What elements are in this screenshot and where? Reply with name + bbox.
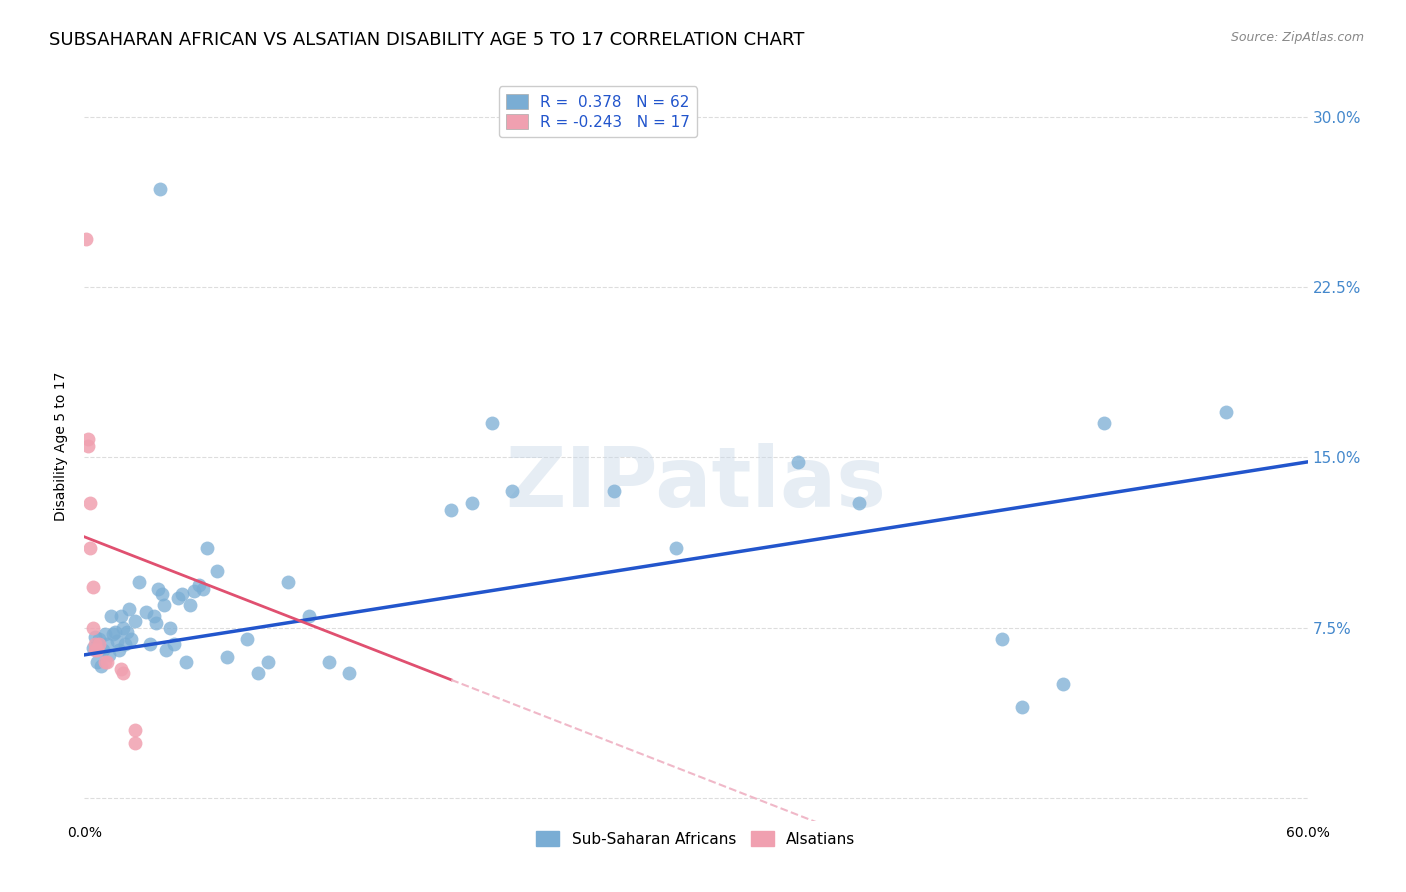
Point [135, 605, 157, 619]
Point [77, 439, 100, 453]
Point [172, 586, 194, 600]
Point [120, 632, 142, 646]
Point [96, 636, 118, 650]
Point [138, 636, 160, 650]
Point [187, 577, 209, 591]
Point [75, 232, 97, 246]
Point [603, 484, 626, 499]
Point [86, 655, 108, 669]
Point [97, 648, 120, 662]
Point [105, 634, 128, 648]
Point [236, 632, 259, 646]
Point [155, 643, 177, 657]
Point [1215, 405, 1237, 419]
Point [100, 609, 122, 624]
Point [163, 636, 186, 650]
Point [142, 609, 165, 624]
Point [124, 736, 146, 750]
Point [991, 632, 1014, 646]
Point [146, 582, 169, 596]
Point [104, 625, 127, 640]
Point [1011, 700, 1033, 714]
Y-axis label: Disability Age 5 to 17: Disability Age 5 to 17 [55, 371, 69, 521]
Point [115, 625, 138, 640]
Point [93, 627, 115, 641]
Point [277, 575, 299, 590]
Point [82, 580, 104, 594]
Point [87, 632, 110, 646]
Point [110, 661, 132, 675]
Point [96, 655, 118, 669]
Point [101, 627, 124, 641]
Text: SUBSAHARAN AFRICAN VS ALSATIAN DISABILITY AGE 5 TO 17 CORRELATION CHART: SUBSAHARAN AFRICAN VS ALSATIAN DISABILIT… [49, 31, 804, 49]
Point [108, 643, 131, 657]
Point [1092, 417, 1115, 431]
Point [79, 496, 101, 510]
Point [318, 655, 340, 669]
Point [339, 666, 361, 681]
Point [86, 643, 108, 657]
Point [183, 584, 205, 599]
Point [461, 496, 484, 510]
Legend: Sub-Saharan Africans, Alsatians: Sub-Saharan Africans, Alsatians [529, 823, 863, 855]
Point [153, 598, 176, 612]
Point [246, 666, 269, 681]
Point [93, 655, 115, 669]
Point [114, 636, 136, 650]
Point [665, 541, 688, 556]
Text: ZIPatlas: ZIPatlas [506, 443, 886, 524]
Point [150, 586, 173, 600]
Point [440, 502, 463, 516]
Point [848, 496, 870, 510]
Point [112, 666, 135, 681]
Point [91, 643, 114, 657]
Point [149, 182, 172, 196]
Point [128, 575, 150, 590]
Point [787, 455, 810, 469]
Point [118, 602, 141, 616]
Point [90, 659, 112, 673]
Point [82, 621, 104, 635]
Point [195, 541, 218, 556]
Point [174, 655, 197, 669]
Point [79, 541, 101, 556]
Point [83, 643, 105, 657]
Point [481, 417, 503, 431]
Text: Source: ZipAtlas.com: Source: ZipAtlas.com [1230, 31, 1364, 45]
Point [83, 636, 105, 650]
Point [124, 723, 146, 737]
Point [1052, 677, 1074, 691]
Point [112, 621, 135, 635]
Point [502, 484, 524, 499]
Point [83, 630, 105, 644]
Point [205, 564, 228, 578]
Point [145, 616, 167, 631]
Point [159, 621, 181, 635]
Point [257, 655, 280, 669]
Point [191, 582, 214, 596]
Point [110, 609, 132, 624]
Point [77, 432, 100, 446]
Point [124, 614, 146, 628]
Point [167, 591, 190, 606]
Point [298, 609, 321, 624]
Point [217, 650, 239, 665]
Point [179, 598, 201, 612]
Point [82, 641, 104, 656]
Point [87, 636, 110, 650]
